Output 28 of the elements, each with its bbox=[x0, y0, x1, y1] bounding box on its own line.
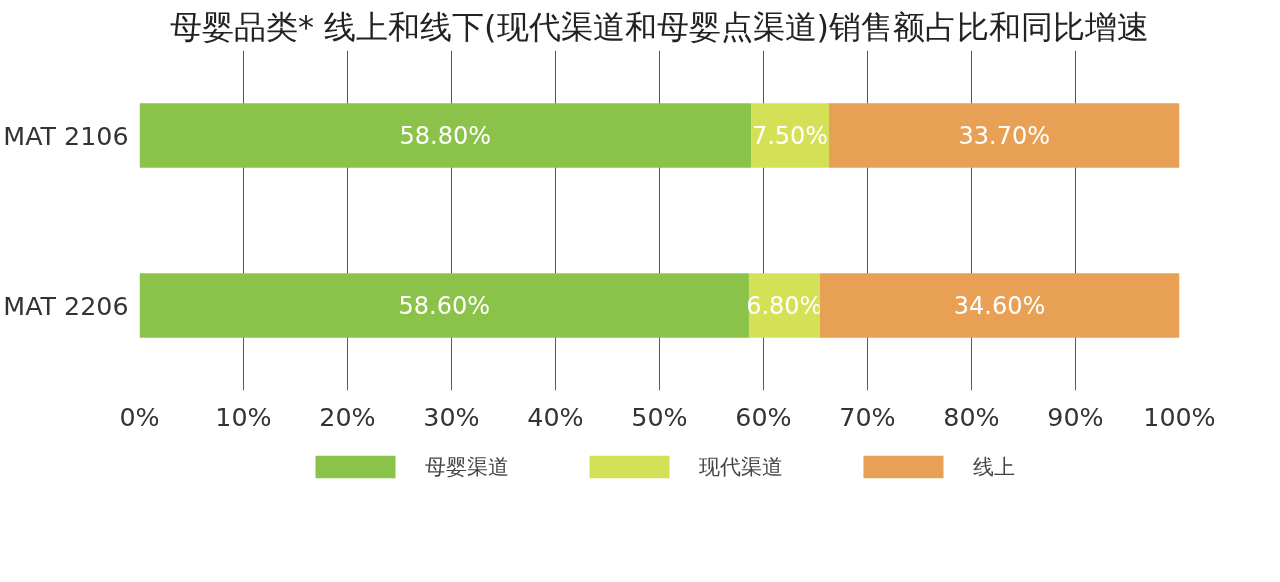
legend-label: 线上 bbox=[972, 452, 1015, 481]
bar bbox=[829, 103, 1180, 168]
x-tick-label: 90% bbox=[1047, 401, 1104, 432]
data-label: 34.60% bbox=[953, 291, 1046, 320]
x-tick-label: 100% bbox=[1143, 401, 1216, 432]
legend-label: 现代渠道 bbox=[698, 452, 783, 481]
chart-title: 母婴品类* 线上和线下(现代渠道和母婴点渠道)销售额占比和同比增速 bbox=[169, 7, 1150, 46]
x-tick-label: 60% bbox=[735, 401, 792, 432]
x-tick-label: 0% bbox=[119, 401, 160, 432]
x-tick-label: 40% bbox=[527, 401, 584, 432]
x-tick-label: 10% bbox=[215, 401, 272, 432]
data-label: 58.60% bbox=[398, 291, 490, 320]
y-tick-label: MAT 2106 bbox=[3, 120, 129, 151]
x-tick-label: 80% bbox=[943, 401, 1000, 432]
data-label: 58.80% bbox=[399, 121, 492, 150]
y-tick-label: MAT 2206 bbox=[3, 290, 129, 321]
bar bbox=[139, 103, 752, 168]
bar bbox=[751, 103, 830, 168]
legend-label: 母婴渠道 bbox=[424, 452, 509, 481]
x-tick-label: 20% bbox=[319, 401, 376, 432]
x-tick-label: 30% bbox=[423, 401, 480, 432]
bar bbox=[139, 273, 749, 338]
data-label: 33.70% bbox=[958, 121, 1051, 150]
x-tick-label: 70% bbox=[839, 401, 896, 432]
data-label: 6.80% bbox=[746, 291, 823, 320]
bar bbox=[819, 273, 1180, 338]
data-label: 7.50% bbox=[751, 121, 829, 150]
x-tick-label: 50% bbox=[631, 401, 688, 432]
